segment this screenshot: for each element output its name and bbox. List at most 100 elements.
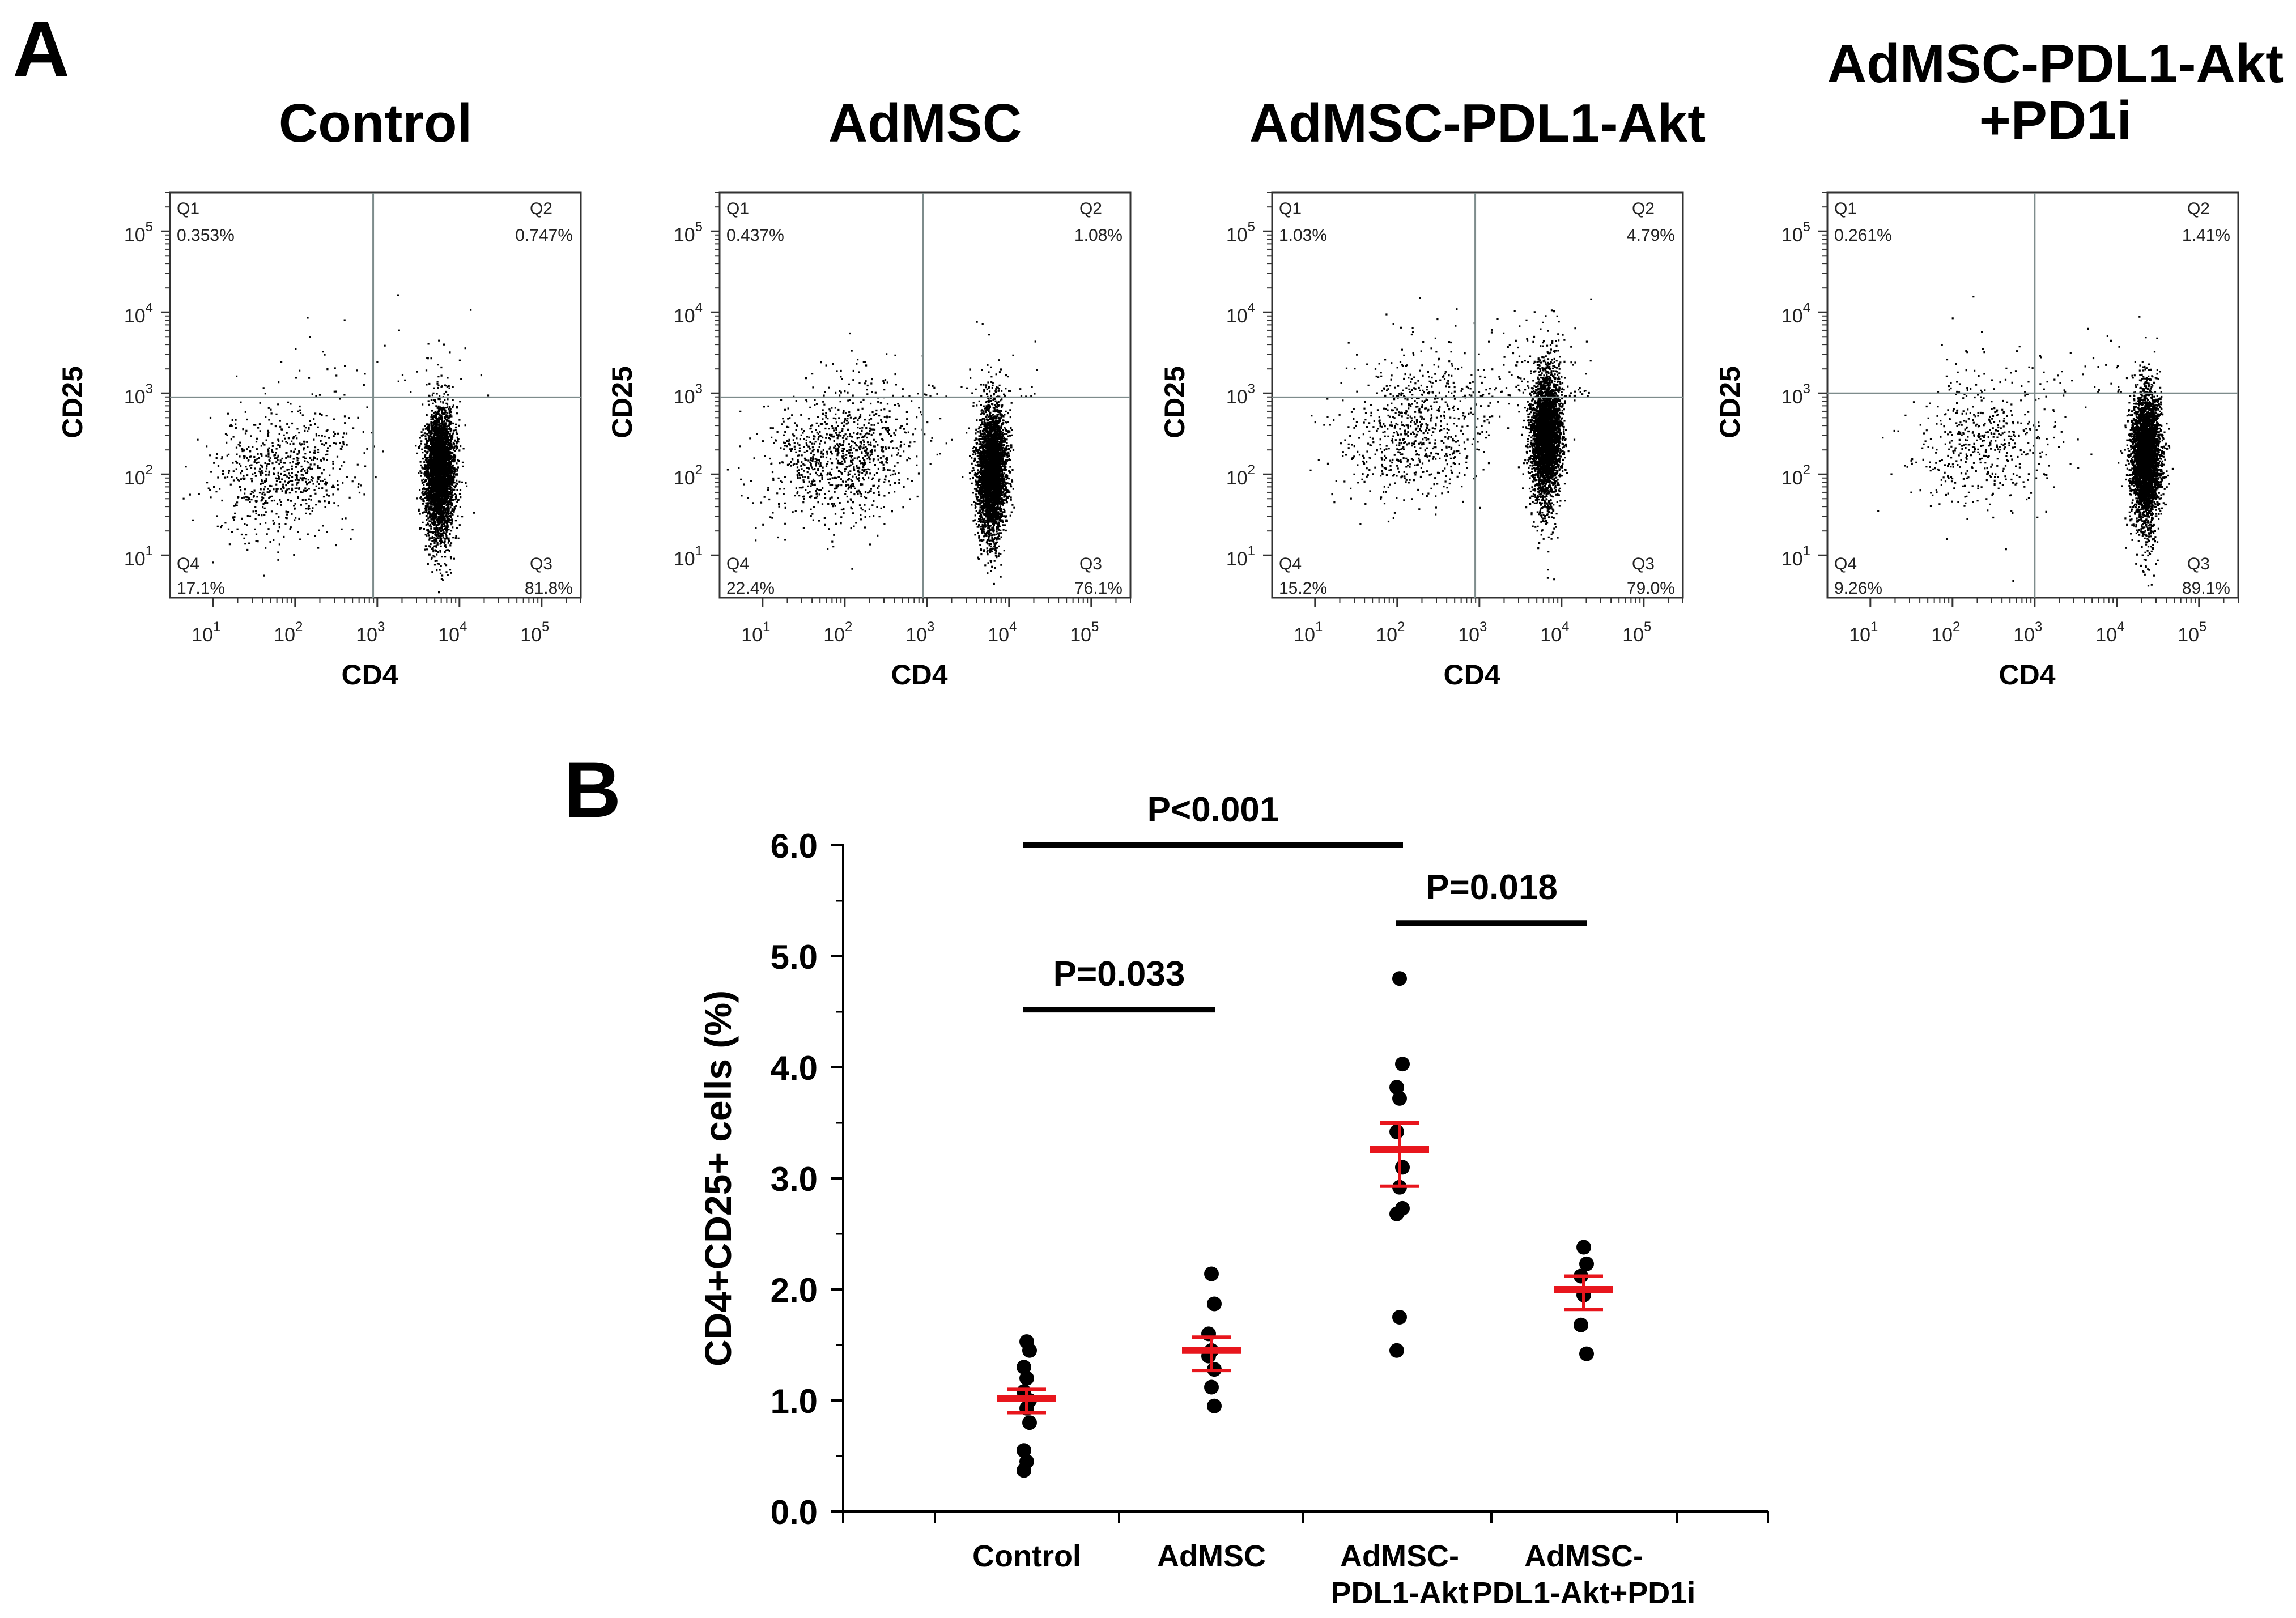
y-tick-label: 101: [1226, 543, 1255, 570]
x-tick-label: 104: [1540, 619, 1569, 646]
x-tick-label: 101: [741, 619, 770, 646]
quadrant-label-q2_label: Q2: [2187, 199, 2210, 218]
category-label: AdMSC: [1157, 1539, 1266, 1573]
plot-frame: [1826, 191, 2239, 599]
data-point: [1579, 1346, 1594, 1361]
quadrant-label-q2_value: 1.08%: [1074, 226, 1123, 245]
y-tick-label: 105: [674, 219, 703, 246]
data-point: [1389, 1206, 1404, 1221]
data-point: [1576, 1240, 1591, 1255]
data-point: [1392, 1091, 1407, 1106]
x-tick-label: 103: [1458, 619, 1487, 646]
quadrant-label-q1_value: 0.437%: [726, 226, 784, 245]
y-tick-label: 0.0: [771, 1493, 818, 1531]
x-tick-label: 102: [823, 619, 852, 646]
quadrant-label-q4_label: Q4: [177, 555, 199, 573]
data-point: [1207, 1296, 1222, 1312]
quadrant-label-q3_value: 76.1%: [1074, 579, 1123, 598]
x-tick-label: 105: [1070, 619, 1099, 646]
plot-frame: [1271, 191, 1684, 599]
y-tick-label: 6.0: [771, 827, 818, 865]
data-point: [1574, 1317, 1588, 1332]
y-tick-label: 103: [1781, 381, 1810, 408]
quadrant-label-q2_value: 4.79%: [1627, 226, 1675, 245]
y-tick-label: 4.0: [771, 1049, 818, 1087]
y-axis-label: CD4+CD25+ cells (%): [697, 990, 739, 1366]
data-point: [1017, 1443, 1031, 1458]
quadrant-label-q4_value: 22.4%: [726, 579, 775, 598]
quadrant-label-q1_label: Q1: [1279, 199, 1302, 218]
p-value-label: P=0.033: [1053, 955, 1185, 994]
quadrant-label-q2_label: Q2: [530, 199, 552, 218]
data-point: [1389, 1343, 1404, 1358]
category-label: AdMSC-: [1340, 1539, 1459, 1573]
y-tick-label: 1.0: [771, 1382, 818, 1420]
x-tick-label: 103: [2013, 619, 2042, 646]
panel-b-label: B: [564, 745, 621, 834]
data-point: [1395, 1160, 1410, 1175]
x-tick-label: 104: [2095, 619, 2124, 646]
quadrant-label-q4_value: 9.26%: [1834, 579, 1882, 598]
quadrant-label-q3_label: Q3: [2187, 555, 2210, 573]
data-point: [1022, 1343, 1037, 1358]
data-point: [1201, 1326, 1216, 1342]
quadrant-label-q1_value: 0.261%: [1834, 226, 1892, 245]
x-tick-label: 105: [520, 619, 549, 646]
plot-frame: [169, 191, 582, 599]
quadrant-label-q1_value: 0.353%: [177, 226, 235, 245]
y-axis-label: CD25: [606, 366, 638, 438]
dot-plot: 0.0 1.0 2.0 3.0 4.0 5.0 6.0 CD4+CD25+ cells (%)…: [697, 790, 1769, 1610]
x-tick-label: 103: [905, 619, 934, 646]
quadrant-label-q2_value: 0.747%: [515, 226, 573, 245]
x-tick-label: 102: [1931, 619, 1960, 646]
quadrant-label-q3_label: Q3: [1632, 555, 1655, 573]
quadrant-label-q4_label: Q4: [1834, 555, 1857, 573]
flow-plot-2: AdMSC Q1 0.437% Q2 1.08% Q4 22.4% Q3 76.1% 101 101…: [606, 93, 1132, 691]
quadrant-label-q3_value: 81.8%: [525, 579, 573, 598]
event-dots: [182, 294, 490, 594]
x-tick-label: 101: [1294, 619, 1323, 646]
data-point: [1204, 1266, 1219, 1281]
quadrant-label-q3_value: 79.0%: [1627, 579, 1675, 598]
y-tick-label: 102: [1781, 462, 1810, 489]
y-tick-label: 105: [1226, 219, 1255, 246]
x-tick-label: 102: [1376, 619, 1405, 646]
category-label: PDL1-Akt+PD1i: [1472, 1576, 1696, 1610]
flow-plot-title: AdMSC: [828, 93, 1022, 154]
flow-plots: Control Q1 0.353% Q2 0.747% Q4 17.1% Q3 81.8% 101…: [57, 33, 2284, 691]
x-tick-label: 105: [1622, 619, 1651, 646]
quadrant-label-q2_value: 1.41%: [2182, 226, 2230, 245]
x-tick-label: 101: [192, 619, 220, 646]
y-tick-label: 104: [1226, 300, 1255, 327]
quadrant-label-q1_label: Q1: [177, 199, 199, 218]
event-dots: [1309, 297, 1592, 581]
x-tick-label: 103: [356, 619, 385, 646]
x-axis-label: CD4: [341, 659, 398, 691]
y-tick-label: 103: [674, 381, 703, 408]
flow-plot-1: Control Q1 0.353% Q2 0.747% Q4 17.1% Q3 81.8% 101…: [57, 93, 582, 691]
data-point: [1579, 1256, 1594, 1271]
y-tick-label: 104: [124, 300, 153, 327]
x-tick-label: 101: [1849, 619, 1878, 646]
flow-plot-title: Control: [279, 93, 472, 154]
quadrant-label-q3_value: 89.1%: [2182, 579, 2230, 598]
y-tick-label: 101: [1781, 543, 1810, 570]
series-1: [997, 1334, 1056, 1478]
data-point: [1017, 1463, 1031, 1478]
quadrant-label-q4_value: 15.2%: [1279, 579, 1327, 598]
data-point: [1392, 971, 1407, 986]
y-tick-label: 5.0: [771, 938, 818, 976]
flow-plot-title: +PD1i: [1979, 90, 2132, 151]
quadrant-label-q3_label: Q3: [530, 555, 552, 573]
y-axis-label: CD25: [1159, 366, 1190, 438]
flow-plot-title: AdMSC-PDL1-Akt: [1827, 33, 2284, 94]
y-tick-label: 3.0: [771, 1160, 818, 1198]
quadrant-label-q3_label: Q3: [1079, 555, 1102, 573]
quadrant-label-q2_label: Q2: [1079, 199, 1102, 218]
quadrant-label-q4_label: Q4: [726, 555, 749, 573]
event-dots: [726, 321, 1038, 585]
y-tick-label: 102: [674, 462, 703, 489]
panel-a-label: A: [12, 5, 70, 93]
data-point: [1207, 1398, 1222, 1413]
